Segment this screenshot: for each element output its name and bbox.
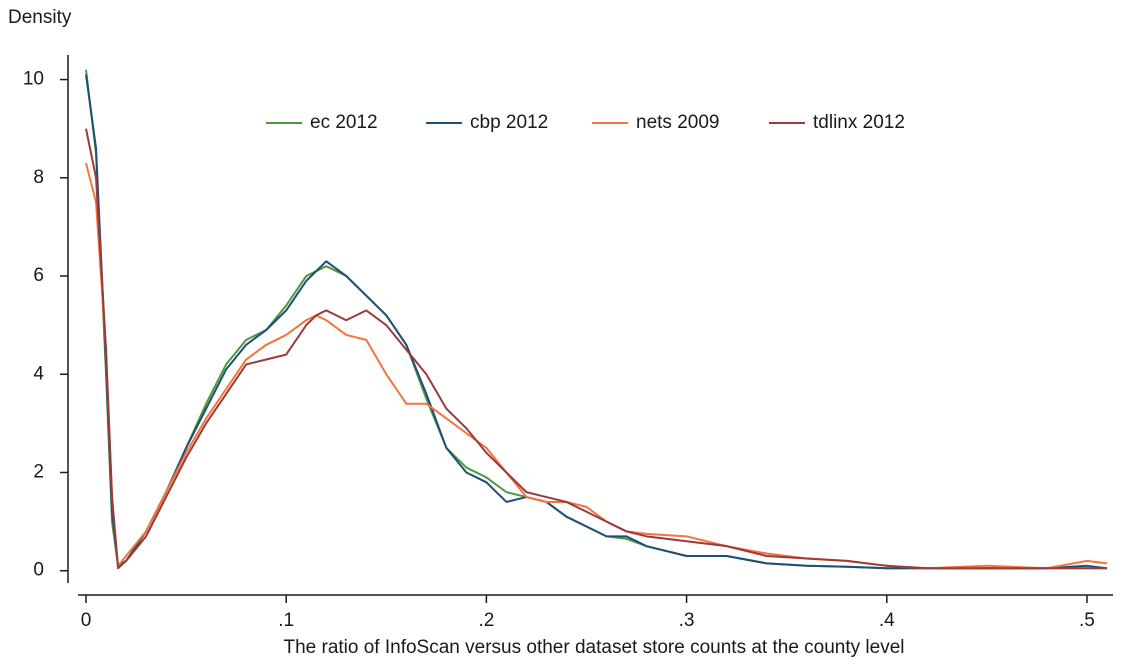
series-line — [85, 74, 1108, 570]
x-tick-label: .5 — [1079, 610, 1095, 631]
y-tick-label: 8 — [33, 167, 44, 188]
x-tick-label: .2 — [478, 610, 494, 631]
y-tick-label: 6 — [33, 265, 44, 286]
y-tick-label: 2 — [33, 462, 44, 483]
series-line — [85, 69, 1107, 570]
x-tick-label: .4 — [879, 610, 895, 631]
x-tick-label: 0 — [81, 610, 92, 631]
y-tick-label: 0 — [33, 560, 44, 581]
series-line — [85, 128, 1107, 570]
y-tick-label: 10 — [23, 69, 44, 90]
series-line — [85, 162, 1108, 570]
x-axis-label: The ratio of InfoScan versus other datas… — [283, 637, 904, 658]
legend-label: ec 2012 — [310, 112, 378, 133]
legend-label: cbp 2012 — [470, 112, 548, 133]
y-tick-label: 4 — [33, 363, 44, 384]
legend-label: tdlinx 2012 — [813, 112, 905, 133]
x-tick-label: .3 — [679, 610, 695, 631]
y-axis-label: Density — [8, 7, 72, 28]
x-tick-label: .1 — [278, 610, 294, 631]
legend-label: nets 2009 — [636, 112, 719, 133]
